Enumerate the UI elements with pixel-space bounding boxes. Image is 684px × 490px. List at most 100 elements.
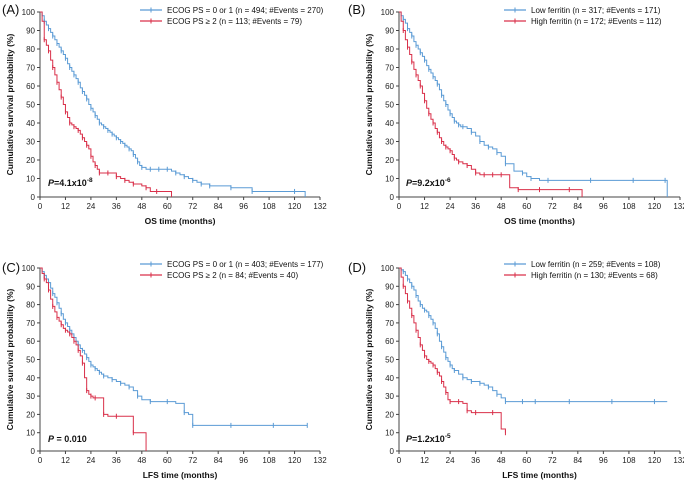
- y-tick-label: 40: [385, 119, 394, 128]
- x-tick-label: 108: [262, 202, 276, 211]
- x-tick-label: 84: [214, 456, 223, 465]
- panel-label: (C): [2, 260, 20, 275]
- legend: Low ferritin (n = 317; #Events = 171) Hig…: [504, 6, 662, 26]
- y-tick-label: 10: [385, 175, 394, 184]
- x-tick-label: 72: [188, 456, 197, 465]
- panel-label: (D): [348, 260, 366, 275]
- panel-label: (A): [2, 2, 19, 17]
- x-tick-label: 84: [573, 456, 582, 465]
- x-tick-label: 0: [38, 456, 43, 465]
- legend-entry: Low ferritin (n = 259; #Events = 108): [531, 260, 661, 269]
- km-curve-reference-group: [399, 11, 668, 197]
- x-tick-label: 48: [137, 202, 146, 211]
- y-tick-label: 90: [385, 282, 394, 291]
- panel-label: (B): [348, 2, 365, 17]
- y-tick-label: 10: [26, 175, 35, 184]
- x-tick-label: 120: [288, 202, 302, 211]
- x-tick-label: 36: [112, 202, 121, 211]
- legend-entry: High ferritin (n = 130; #Events = 68): [531, 271, 658, 280]
- x-tick-label: 60: [163, 202, 172, 211]
- km-curve-reference-group: [40, 267, 308, 426]
- legend: ECOG PS = 0 or 1 (n = 403; #Events = 177…: [140, 260, 324, 280]
- km-curve-reference-group: [40, 11, 306, 197]
- y-tick-label: 50: [385, 356, 394, 365]
- y-tick-label: 10: [385, 429, 394, 438]
- p-value-text: = 0.010: [54, 434, 87, 444]
- km-curve-comparison-group: [399, 11, 583, 197]
- y-tick-label: 30: [26, 392, 35, 401]
- p-symbol: P: [48, 434, 55, 444]
- x-tick-label: 120: [648, 456, 662, 465]
- x-tick-label: 60: [522, 456, 531, 465]
- y-tick-label: 30: [385, 138, 394, 147]
- y-tick-label: 30: [385, 392, 394, 401]
- x-tick-label: 12: [420, 202, 429, 211]
- x-tick-label: 120: [648, 202, 662, 211]
- legend-entry: Low ferritin (n = 317; #Events = 171): [531, 6, 661, 15]
- x-tick-label: 72: [188, 202, 197, 211]
- x-tick-label: 24: [446, 202, 455, 211]
- x-tick-label: 72: [548, 202, 557, 211]
- y-tick-label: 100: [22, 8, 36, 17]
- y-tick-label: 20: [26, 410, 35, 419]
- y-tick-label: 40: [26, 119, 35, 128]
- x-tick-label: 0: [397, 456, 402, 465]
- x-tick-label: 24: [86, 456, 95, 465]
- x-tick-label: 60: [163, 456, 172, 465]
- x-axis-title: OS time (months): [504, 216, 575, 226]
- x-tick-label: 12: [61, 456, 70, 465]
- x-tick-label: 108: [262, 456, 276, 465]
- km-panel-3: (C) 0 10 20 30 40 50 60 70 80 90 100 0 12 24 36 48 60 72 84…: [2, 260, 327, 480]
- legend-entry: ECOG PS = 0 or 1 (n = 403; #Events = 177…: [167, 260, 324, 269]
- y-tick-label: 100: [22, 264, 36, 273]
- y-tick-label: 90: [26, 282, 35, 291]
- p-value-annotation: P=1.2x10-5: [406, 433, 451, 444]
- y-tick-label: 50: [26, 356, 35, 365]
- y-tick-label: 50: [385, 101, 394, 110]
- x-tick-label: 108: [622, 456, 636, 465]
- km-curve-reference-group: [399, 267, 668, 403]
- x-tick-label: 48: [497, 456, 506, 465]
- km-curve-comparison-group: [399, 267, 506, 433]
- x-tick-label: 132: [313, 202, 327, 211]
- p-value-annotation: P=9.2x10-6: [406, 177, 451, 188]
- legend: Low ferritin (n = 259; #Events = 108) Hig…: [504, 260, 661, 280]
- y-tick-label: 60: [26, 337, 35, 346]
- x-tick-label: 24: [446, 456, 455, 465]
- x-tick-label: 96: [599, 456, 608, 465]
- y-tick-label: 0: [390, 447, 395, 456]
- y-tick-label: 90: [26, 27, 35, 36]
- y-tick-label: 30: [26, 138, 35, 147]
- p-symbol: P: [406, 434, 413, 444]
- x-tick-label: 0: [397, 202, 402, 211]
- p-symbol: P: [48, 178, 55, 188]
- y-tick-label: 60: [26, 82, 35, 91]
- p-value-text: =1.2x10: [412, 434, 445, 444]
- x-tick-label: 96: [239, 456, 248, 465]
- y-tick-label: 80: [385, 301, 394, 310]
- y-tick-label: 100: [381, 264, 395, 273]
- x-tick-label: 120: [288, 456, 302, 465]
- y-tick-label: 0: [31, 193, 36, 202]
- y-tick-label: 20: [26, 156, 35, 165]
- x-tick-label: 72: [548, 456, 557, 465]
- p-value-exponent: -5: [445, 433, 451, 440]
- y-tick-label: 0: [390, 193, 395, 202]
- legend-entry: ECOG PS ≥ 2 (n = 84; #Events = 40): [167, 271, 298, 280]
- km-panel-2: (B) 0 10 20 30 40 50 60 70 80 90 100 0 12 24 36 48 60 72 84…: [348, 2, 684, 226]
- x-tick-label: 48: [497, 202, 506, 211]
- x-tick-label: 36: [112, 456, 121, 465]
- y-tick-label: 100: [381, 8, 395, 17]
- legend-entry: High ferritin (n = 172; #Events = 112): [531, 17, 662, 26]
- p-value-exponent: -6: [445, 177, 451, 184]
- x-tick-label: 96: [599, 202, 608, 211]
- y-tick-label: 0: [31, 447, 36, 456]
- y-axis-title: Cumulative survival probability (%): [364, 33, 374, 175]
- y-tick-label: 70: [26, 64, 35, 73]
- y-tick-label: 80: [26, 45, 35, 54]
- x-tick-label: 36: [471, 202, 480, 211]
- x-tick-label: 0: [38, 202, 43, 211]
- y-tick-label: 80: [26, 301, 35, 310]
- p-value-exponent: -8: [87, 177, 93, 184]
- x-tick-label: 132: [673, 202, 684, 211]
